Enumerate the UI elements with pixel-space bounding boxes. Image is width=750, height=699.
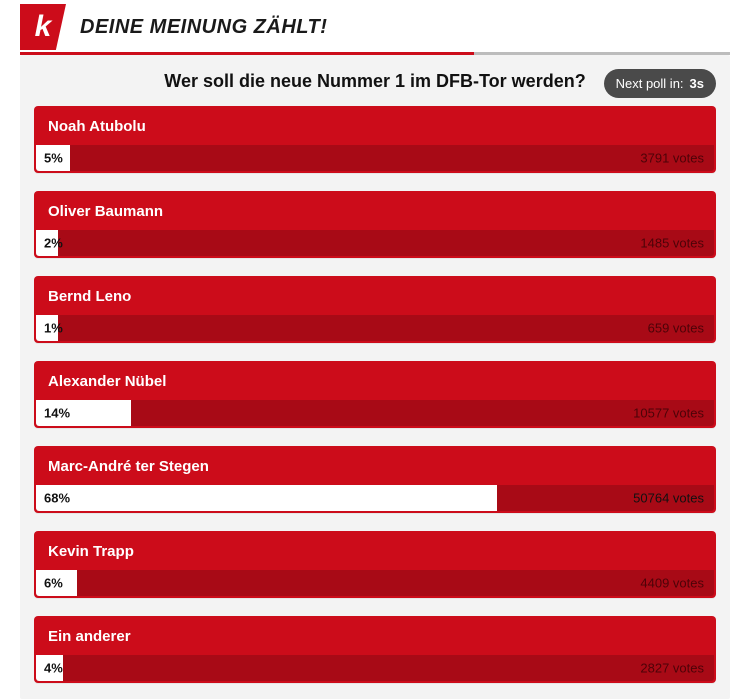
next-poll-pill: Next poll in: 3s bbox=[604, 69, 716, 98]
option-percent: 14% bbox=[44, 406, 70, 421]
option-percent: 4% bbox=[44, 661, 63, 676]
poll-option[interactable]: Ein anderer 4% 2827 votes bbox=[34, 616, 716, 683]
option-percent: 68% bbox=[44, 491, 70, 506]
option-votes: 4409 votes bbox=[640, 576, 704, 591]
option-bar: 6% 4409 votes bbox=[36, 570, 714, 596]
option-name: Noah Atubolu bbox=[34, 106, 716, 145]
option-percent: 6% bbox=[44, 576, 63, 591]
poll-option[interactable]: Kevin Trapp 6% 4409 votes bbox=[34, 531, 716, 598]
poll-option[interactable]: Alexander Nübel 14% 10577 votes bbox=[34, 361, 716, 428]
poll-option[interactable]: Noah Atubolu 5% 3791 votes bbox=[34, 106, 716, 173]
option-votes: 1485 votes bbox=[640, 236, 704, 251]
option-votes: 3791 votes bbox=[640, 151, 704, 166]
option-fill bbox=[36, 485, 497, 511]
option-bar: 68% 50764 votes bbox=[36, 485, 714, 511]
option-bar: 5% 3791 votes bbox=[36, 145, 714, 171]
option-votes: 10577 votes bbox=[633, 406, 704, 421]
option-name: Bernd Leno bbox=[34, 276, 716, 315]
header-title: DEINE MEINUNG ZÄHLT! bbox=[80, 16, 327, 39]
option-name: Ein anderer bbox=[34, 616, 716, 655]
poll-option[interactable]: Bernd Leno 1% 659 votes bbox=[34, 276, 716, 343]
header-rule bbox=[20, 52, 730, 55]
brand-logo: k bbox=[20, 4, 66, 50]
next-poll-label: Next poll in: bbox=[616, 76, 684, 91]
option-name: Oliver Baumann bbox=[34, 191, 716, 230]
poll-options: Noah Atubolu5%3791 votesOliver Baumann2%… bbox=[34, 106, 716, 683]
option-name: Kevin Trapp bbox=[34, 531, 716, 570]
option-name: Alexander Nübel bbox=[34, 361, 716, 400]
option-bar: 2% 1485 votes bbox=[36, 230, 714, 256]
next-poll-time: 3s bbox=[690, 76, 704, 91]
poll-option[interactable]: Marc-André ter Stegen 68% 50764 votes bbox=[34, 446, 716, 513]
option-bar: 4% 2827 votes bbox=[36, 655, 714, 681]
option-percent: 1% bbox=[44, 321, 63, 336]
option-votes: 2827 votes bbox=[640, 661, 704, 676]
option-votes: 50764 votes bbox=[633, 491, 704, 506]
option-votes: 659 votes bbox=[648, 321, 704, 336]
header: k DEINE MEINUNG ZÄHLT! bbox=[0, 4, 750, 50]
option-bar: 1% 659 votes bbox=[36, 315, 714, 341]
option-bar: 14% 10577 votes bbox=[36, 400, 714, 426]
poll-option[interactable]: Oliver Baumann 2% 1485 votes bbox=[34, 191, 716, 258]
option-percent: 5% bbox=[44, 151, 63, 166]
option-percent: 2% bbox=[44, 236, 63, 251]
question-row: Wer soll die neue Nummer 1 im DFB-Tor we… bbox=[34, 71, 716, 92]
poll-question: Wer soll die neue Nummer 1 im DFB-Tor we… bbox=[164, 71, 585, 92]
poll-panel: Wer soll die neue Nummer 1 im DFB-Tor we… bbox=[20, 55, 730, 699]
option-name: Marc-André ter Stegen bbox=[34, 446, 716, 485]
